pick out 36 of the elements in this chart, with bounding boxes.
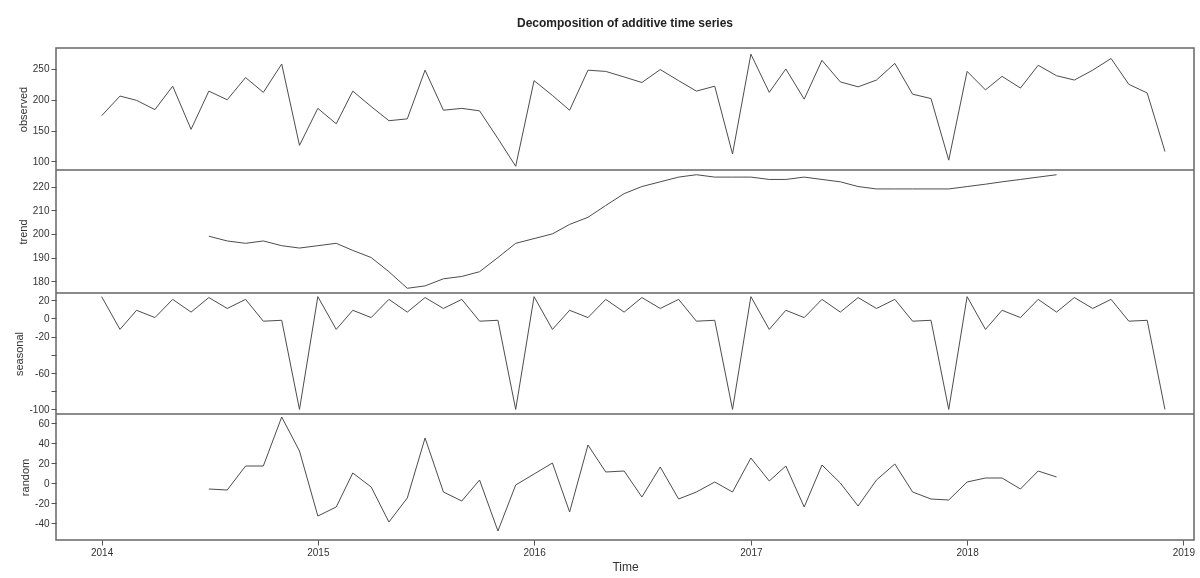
y-tick-label: 190	[32, 252, 50, 264]
y-tick-label: 150	[32, 125, 50, 137]
y-axis-title: random	[19, 458, 32, 497]
x-tick-label: 2019	[1172, 546, 1196, 558]
y-tick-label: 200	[32, 228, 50, 240]
y-axis-title: seasonal	[13, 331, 26, 377]
y-axis-title: observed	[16, 86, 29, 133]
y-tick-label: 220	[32, 181, 50, 193]
y-tick-label: 100	[32, 155, 50, 167]
line-series	[101, 296, 1166, 410]
x-tick-label: 2018	[956, 546, 980, 558]
chart-title: Decomposition of additive time series	[516, 16, 734, 30]
y-tick-label: -20	[35, 497, 50, 509]
y-tick-label: -20	[35, 331, 50, 343]
line-series	[208, 174, 1058, 289]
y-tick-label: -100	[29, 403, 50, 415]
line-series	[208, 416, 1058, 532]
x-tick-label: 2017	[740, 546, 763, 558]
y-tick-label: -60	[35, 367, 50, 379]
y-tick-label: 200	[32, 94, 50, 106]
y-tick-label: 0	[43, 477, 50, 489]
y-axis-title: trend	[16, 219, 29, 245]
y-tick-label: 60	[38, 417, 50, 429]
line-series	[101, 53, 1166, 167]
x-tick-label: 2014	[90, 546, 114, 558]
y-tick-label: 40	[38, 437, 50, 449]
y-tick-label: 180	[32, 275, 50, 287]
y-tick-label: 0	[43, 312, 50, 324]
y-tick-label: 250	[32, 63, 50, 75]
x-tick-label: 2016	[523, 546, 547, 558]
x-axis-title: Time	[612, 559, 639, 574]
y-tick-label: -40	[35, 517, 50, 529]
x-tick-label: 2015	[307, 546, 330, 558]
y-tick-label: 20	[38, 294, 50, 306]
y-tick-label: 210	[32, 204, 50, 216]
y-tick-label: 20	[38, 457, 50, 469]
